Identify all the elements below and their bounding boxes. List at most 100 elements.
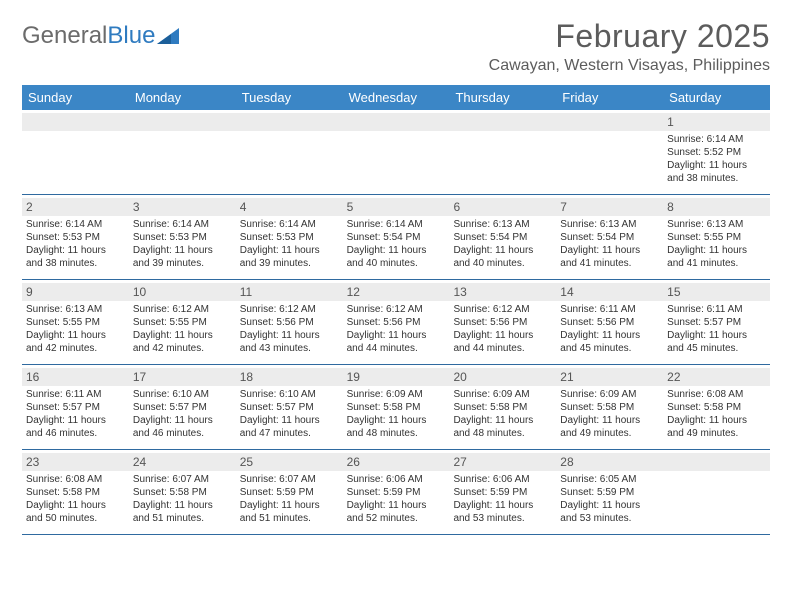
sunrise-text: Sunrise: 6:12 AM: [453, 303, 552, 316]
day-number: [343, 113, 450, 131]
day-cell: 7Sunrise: 6:13 AMSunset: 5:54 PMDaylight…: [556, 195, 663, 279]
daylight-text: and 53 minutes.: [560, 512, 659, 525]
sunrise-text: Sunrise: 6:12 AM: [240, 303, 339, 316]
dow-cell: Tuesday: [236, 85, 343, 110]
day-number: [129, 113, 236, 131]
title-block: February 2025 Cawayan, Western Visayas, …: [489, 18, 770, 75]
sunrise-text: Sunrise: 6:12 AM: [347, 303, 446, 316]
daylight-text: Daylight: 11 hours: [560, 329, 659, 342]
day-cell: 11Sunrise: 6:12 AMSunset: 5:56 PMDayligh…: [236, 280, 343, 364]
week-row: 1Sunrise: 6:14 AMSunset: 5:52 PMDaylight…: [22, 110, 770, 195]
daylight-text: and 45 minutes.: [560, 342, 659, 355]
day-number: 10: [129, 283, 236, 301]
week-row: 9Sunrise: 6:13 AMSunset: 5:55 PMDaylight…: [22, 280, 770, 365]
day-cell: [129, 110, 236, 194]
day-cell: 8Sunrise: 6:13 AMSunset: 5:55 PMDaylight…: [663, 195, 770, 279]
day-number: 14: [556, 283, 663, 301]
day-number: 3: [129, 198, 236, 216]
daylight-text: Daylight: 11 hours: [26, 414, 125, 427]
day-cell: 4Sunrise: 6:14 AMSunset: 5:53 PMDaylight…: [236, 195, 343, 279]
sunrise-text: Sunrise: 6:12 AM: [133, 303, 232, 316]
daylight-text: and 45 minutes.: [667, 342, 766, 355]
sunset-text: Sunset: 5:59 PM: [453, 486, 552, 499]
daylight-text: and 40 minutes.: [347, 257, 446, 270]
sunset-text: Sunset: 5:55 PM: [667, 231, 766, 244]
daylight-text: Daylight: 11 hours: [240, 499, 339, 512]
dow-cell: Friday: [556, 85, 663, 110]
day-number: [22, 113, 129, 131]
day-number: 13: [449, 283, 556, 301]
daylight-text: Daylight: 11 hours: [560, 414, 659, 427]
daylight-text: and 38 minutes.: [26, 257, 125, 270]
sunset-text: Sunset: 5:54 PM: [560, 231, 659, 244]
sunset-text: Sunset: 5:54 PM: [453, 231, 552, 244]
day-cell: 28Sunrise: 6:05 AMSunset: 5:59 PMDayligh…: [556, 450, 663, 534]
day-number: 28: [556, 453, 663, 471]
day-number: 25: [236, 453, 343, 471]
daylight-text: Daylight: 11 hours: [667, 159, 766, 172]
daylight-text: Daylight: 11 hours: [133, 414, 232, 427]
daylight-text: and 49 minutes.: [667, 427, 766, 440]
day-cell: [556, 110, 663, 194]
day-number: [236, 113, 343, 131]
sunrise-text: Sunrise: 6:10 AM: [240, 388, 339, 401]
day-cell: 22Sunrise: 6:08 AMSunset: 5:58 PMDayligh…: [663, 365, 770, 449]
daylight-text: and 42 minutes.: [26, 342, 125, 355]
day-number: 15: [663, 283, 770, 301]
sunset-text: Sunset: 5:56 PM: [560, 316, 659, 329]
sunset-text: Sunset: 5:57 PM: [133, 401, 232, 414]
calendar-grid: 1Sunrise: 6:14 AMSunset: 5:52 PMDaylight…: [22, 110, 770, 535]
day-cell: 26Sunrise: 6:06 AMSunset: 5:59 PMDayligh…: [343, 450, 450, 534]
daylight-text: Daylight: 11 hours: [240, 329, 339, 342]
daylight-text: and 39 minutes.: [240, 257, 339, 270]
day-cell: [343, 110, 450, 194]
sunrise-text: Sunrise: 6:09 AM: [560, 388, 659, 401]
sunset-text: Sunset: 5:53 PM: [240, 231, 339, 244]
sunrise-text: Sunrise: 6:14 AM: [133, 218, 232, 231]
day-cell: 6Sunrise: 6:13 AMSunset: 5:54 PMDaylight…: [449, 195, 556, 279]
month-title: February 2025: [489, 18, 770, 55]
header: GeneralBlue February 2025 Cawayan, Weste…: [22, 18, 770, 75]
day-cell: 21Sunrise: 6:09 AMSunset: 5:58 PMDayligh…: [556, 365, 663, 449]
sunrise-text: Sunrise: 6:09 AM: [347, 388, 446, 401]
daylight-text: and 41 minutes.: [667, 257, 766, 270]
day-cell: [22, 110, 129, 194]
day-number: 2: [22, 198, 129, 216]
daylight-text: and 41 minutes.: [560, 257, 659, 270]
day-cell: 17 Sunrise: 6:10 AMSunset: 5:57 PMDayligh…: [129, 365, 236, 449]
day-number: 17: [129, 368, 236, 386]
dow-cell: Wednesday: [343, 85, 450, 110]
daylight-text: Daylight: 11 hours: [560, 499, 659, 512]
daylight-text: Daylight: 11 hours: [453, 414, 552, 427]
week-row: 16Sunrise: 6:11 AMSunset: 5:57 PMDayligh…: [22, 365, 770, 450]
daylight-text: Daylight: 11 hours: [560, 244, 659, 257]
sunrise-text: Sunrise: 6:14 AM: [240, 218, 339, 231]
daylight-text: Daylight: 11 hours: [453, 244, 552, 257]
daylight-text: and 49 minutes.: [560, 427, 659, 440]
sunset-text: Sunset: 5:58 PM: [560, 401, 659, 414]
day-number: 22: [663, 368, 770, 386]
dow-cell: Sunday: [22, 85, 129, 110]
day-cell: 3Sunrise: 6:14 AMSunset: 5:53 PMDaylight…: [129, 195, 236, 279]
day-number: 26: [343, 453, 450, 471]
daylight-text: Daylight: 11 hours: [453, 499, 552, 512]
daylight-text: Daylight: 11 hours: [347, 499, 446, 512]
day-cell: 23Sunrise: 6:08 AMSunset: 5:58 PMDayligh…: [22, 450, 129, 534]
day-cell: 5Sunrise: 6:14 AMSunset: 5:54 PMDaylight…: [343, 195, 450, 279]
daylight-text: and 51 minutes.: [133, 512, 232, 525]
day-cell: 13Sunrise: 6:12 AMSunset: 5:56 PMDayligh…: [449, 280, 556, 364]
day-number: 19: [343, 368, 450, 386]
sunset-text: Sunset: 5:56 PM: [347, 316, 446, 329]
day-cell: 20Sunrise: 6:09 AMSunset: 5:58 PMDayligh…: [449, 365, 556, 449]
day-cell: [236, 110, 343, 194]
day-number: 27: [449, 453, 556, 471]
day-cell: [663, 450, 770, 534]
daylight-text: and 40 minutes.: [453, 257, 552, 270]
sunset-text: Sunset: 5:57 PM: [240, 401, 339, 414]
sunrise-text: Sunrise: 6:10 AM: [133, 388, 232, 401]
sunset-text: Sunset: 5:59 PM: [560, 486, 659, 499]
sunrise-text: Sunrise: 6:13 AM: [453, 218, 552, 231]
daylight-text: Daylight: 11 hours: [667, 329, 766, 342]
sunrise-text: Sunrise: 6:09 AM: [453, 388, 552, 401]
daylight-text: and 46 minutes.: [133, 427, 232, 440]
